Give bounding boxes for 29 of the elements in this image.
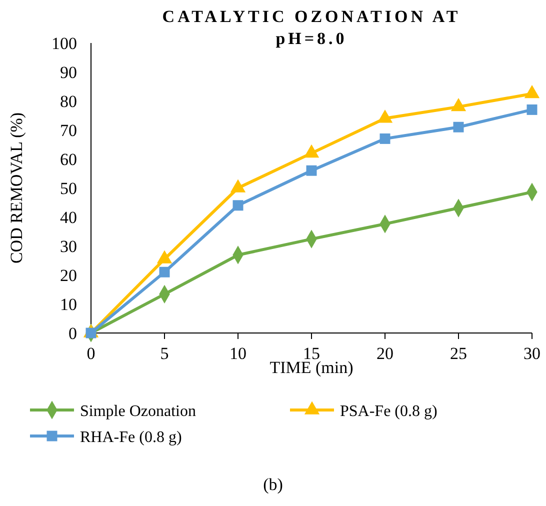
x-tick-label: 0 — [86, 344, 96, 363]
y-tick-label: 60 — [60, 150, 77, 169]
x-tick-label: 5 — [160, 344, 169, 363]
y-tick-label: 70 — [60, 121, 77, 140]
point — [232, 200, 244, 211]
chart-title: CATALYTIC OZONATION AT pH=8.0 — [162, 7, 461, 48]
x-tick-label: 30 — [524, 344, 540, 363]
point — [159, 266, 170, 278]
y-tick-label: 90 — [60, 63, 77, 82]
legend-label: PSA-Fe (0.8 g) — [340, 403, 438, 420]
point — [453, 122, 464, 132]
y-tick-label: 100 — [52, 34, 77, 53]
y-tick-label: 50 — [60, 179, 77, 198]
x-tick-label: 20 — [376, 344, 394, 363]
text: (b) — [263, 475, 283, 494]
y-tick-label: 80 — [60, 92, 77, 111]
x-tick-label: 10 — [230, 344, 246, 363]
y-tick-label: 20 — [60, 266, 77, 285]
legend-label: RHA-Fe (0.8 g) — [80, 429, 182, 446]
y-tick-label: 40 — [60, 208, 77, 227]
point — [306, 165, 317, 176]
x-tick-label: 25 — [450, 344, 467, 363]
y-axis-title: COD REMOVAL (%) — [7, 112, 26, 264]
y-tick-label: 30 — [60, 237, 77, 256]
y-tick-label: 0 — [68, 324, 77, 343]
legend-label: Simple Ozonation — [80, 403, 196, 420]
point — [380, 133, 390, 144]
point — [526, 104, 538, 115]
y-tick-label: 10 — [60, 295, 77, 314]
